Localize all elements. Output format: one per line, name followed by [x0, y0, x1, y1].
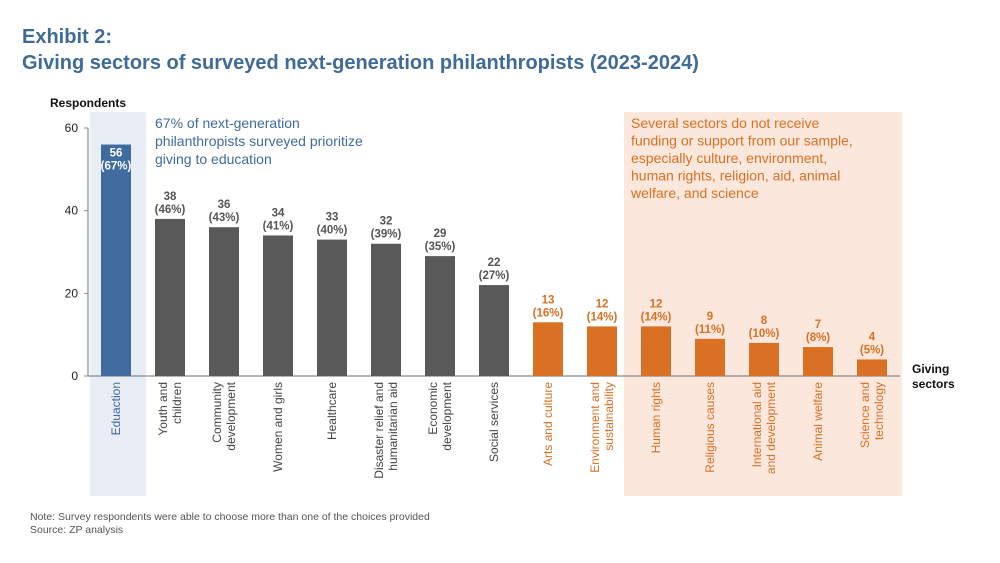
- data-label-percent: (10%): [749, 328, 780, 340]
- data-label-value: 12: [650, 298, 663, 310]
- data-label-percent: (8%): [806, 332, 830, 344]
- bar: [641, 326, 671, 376]
- category-label: Religious causes: [703, 382, 717, 473]
- chart-title: Giving sectors of surveyed next-generati…: [22, 52, 699, 74]
- bar: [263, 235, 293, 376]
- data-label-value: 33: [326, 212, 339, 224]
- annotation-unfunded: welfare, and science: [630, 185, 759, 201]
- annotation-unfunded: Several sectors do not receive: [631, 115, 820, 131]
- data-label-percent: (40%): [317, 225, 348, 237]
- data-label-value: 36: [218, 199, 231, 211]
- data-label-value: 34: [272, 207, 285, 219]
- data-label-value: 38: [164, 191, 177, 203]
- bar: [479, 285, 509, 376]
- bar: [587, 326, 617, 376]
- annotation-unfunded: funding or support from our sample,: [631, 133, 853, 149]
- annotation-unfunded: human rights, religion, aid, animal: [631, 168, 840, 184]
- category-label: Community: [210, 382, 224, 443]
- x-axis-title-line: Giving: [912, 362, 949, 376]
- category-label: Human rights: [649, 382, 663, 453]
- category-label: humanitarian aid: [386, 382, 400, 471]
- data-label-percent: (5%): [860, 344, 884, 356]
- bar: [101, 144, 131, 376]
- category-label: and development: [764, 381, 778, 474]
- data-label-value: 9: [707, 311, 713, 323]
- category-label: Economic: [426, 382, 440, 435]
- category-label: Eduaction: [109, 382, 123, 435]
- annotation-education: 67% of next-generation: [155, 115, 300, 131]
- bar: [317, 239, 347, 376]
- footnote: Note: Survey respondents were able to ch…: [30, 511, 430, 523]
- data-label-value: 56: [110, 148, 123, 160]
- annotation-unfunded: especially culture, environment,: [631, 150, 827, 166]
- data-label-value: 13: [542, 294, 555, 306]
- data-label-value: 8: [761, 315, 768, 327]
- category-label: Environment and: [588, 382, 602, 473]
- data-label-percent: (14%): [641, 311, 672, 323]
- category-label: development: [224, 381, 238, 450]
- data-label-value: 32: [380, 216, 393, 228]
- category-label: development: [440, 381, 454, 450]
- category-label: children: [170, 382, 184, 424]
- orange-band: [624, 112, 902, 496]
- category-label: sustainability: [602, 382, 616, 451]
- source: Source: ZP analysis: [30, 524, 124, 536]
- category-label: International aid: [750, 382, 764, 467]
- data-label-percent: (41%): [263, 220, 294, 232]
- category-label: Science and: [858, 382, 872, 448]
- data-label-percent: (46%): [155, 204, 186, 216]
- data-label-value: 22: [488, 257, 501, 269]
- bar: [425, 256, 455, 376]
- exhibit-number: Exhibit 2:: [22, 26, 113, 48]
- y-tick-label: 60: [65, 121, 79, 135]
- bar: [371, 243, 401, 376]
- data-label-value: 7: [815, 319, 821, 331]
- annotation-education: giving to education: [155, 151, 272, 167]
- data-label-percent: (14%): [587, 311, 618, 323]
- data-label-percent: (27%): [479, 270, 510, 282]
- bar: [695, 338, 725, 376]
- x-axis-title-line: sectors: [912, 377, 955, 391]
- category-label: Arts and culture: [541, 382, 555, 466]
- data-label-value: 29: [434, 228, 447, 240]
- bar: [155, 218, 185, 376]
- bar: [533, 322, 563, 376]
- data-label-percent: (11%): [695, 324, 725, 336]
- data-label-value: 4: [869, 331, 876, 343]
- y-tick-label: 20: [65, 286, 79, 300]
- data-label-value: 12: [596, 298, 609, 310]
- y-tick-label: 40: [65, 204, 79, 218]
- y-tick-label: 0: [71, 369, 78, 383]
- category-label: technology: [872, 382, 886, 440]
- category-label: Women and girls: [271, 382, 285, 472]
- bar: [209, 227, 239, 376]
- data-label-percent: (39%): [371, 229, 402, 241]
- data-label-percent: (43%): [209, 212, 240, 224]
- data-label-percent: (67%): [101, 161, 132, 173]
- data-label-percent: (35%): [425, 241, 456, 253]
- category-label: Youth and: [156, 382, 170, 436]
- bar: [857, 359, 887, 376]
- bar: [803, 347, 833, 376]
- category-label: Healthcare: [325, 382, 339, 440]
- data-label-percent: (16%): [533, 307, 564, 319]
- category-label: Disaster relief and: [372, 382, 386, 479]
- category-label: Social services: [487, 382, 501, 462]
- category-label: Animal welfare: [811, 382, 825, 461]
- annotation-education: philanthropists surveyed prioritize: [155, 133, 363, 149]
- y-axis-title: Respondents: [50, 96, 126, 110]
- bar: [749, 342, 779, 376]
